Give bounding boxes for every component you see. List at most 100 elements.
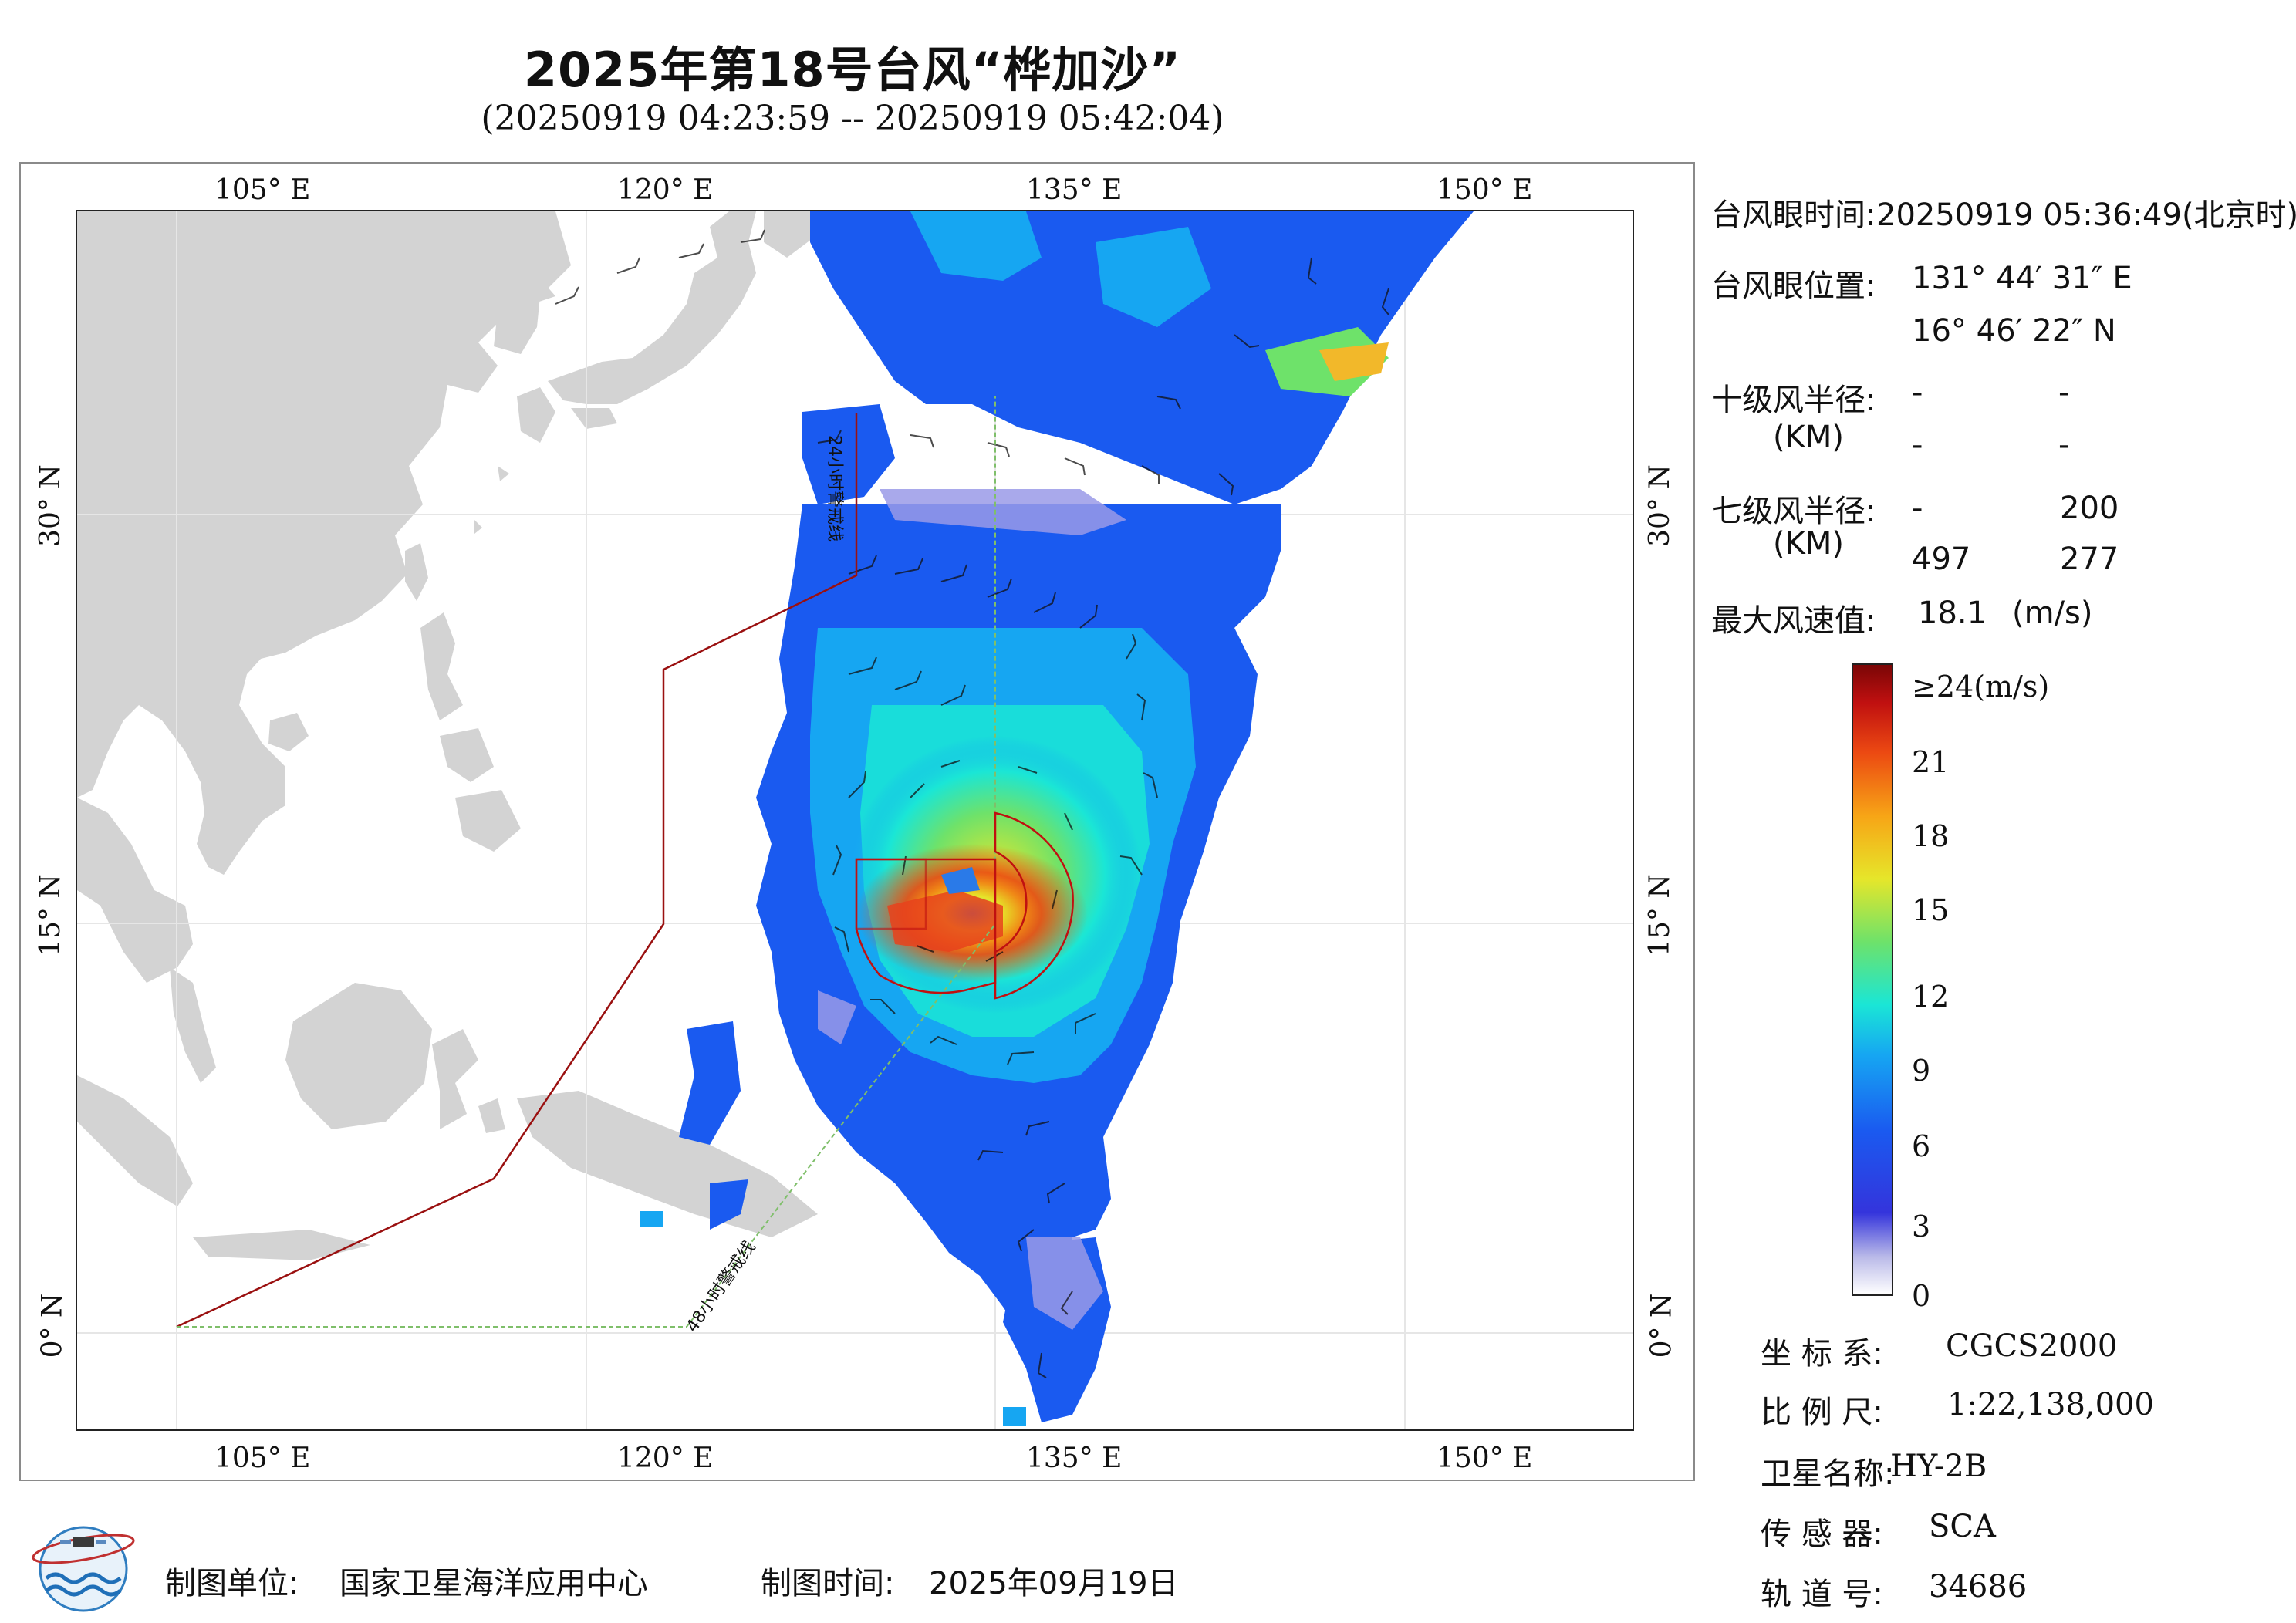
map-svg [77, 211, 1633, 1429]
eye-time-label: 台风眼时间: [1711, 197, 1876, 233]
r7-nw-quadrant [855, 858, 927, 930]
malay-peninsula [170, 967, 216, 1083]
lat-label-left-30: 30° N [34, 464, 66, 547]
swath-north-yellow [1319, 342, 1389, 381]
r10-se: - [2058, 375, 2070, 410]
colorbar-top-label: ≥24(m/s) [1912, 670, 2050, 704]
lon-label-bottom-135: 135° E [1026, 1442, 1123, 1474]
r10-sw: - [1912, 427, 1923, 463]
nsoas-logo [29, 1518, 137, 1618]
orbit-value: 34686 [1929, 1569, 2028, 1604]
wind-barbs [555, 229, 1389, 1378]
swath-sea-patches [679, 1021, 748, 1230]
swath-north-cyan [910, 211, 1211, 327]
wind-speed-colorbar [1852, 663, 1893, 1296]
r10-label: 十级风半径: [1711, 383, 1876, 418]
colorbar-tick-9: 9 [1912, 1054, 1931, 1088]
taiwan-island [405, 543, 428, 601]
swath-north-patches [810, 211, 1474, 504]
orbit-label: 轨 道 号: [1761, 1577, 1883, 1612]
asia-mainland [77, 211, 555, 875]
wind-field-map[interactable]: 24小时警戒线 48小时警戒线 [76, 210, 1634, 1431]
japan-shikoku [571, 408, 617, 429]
r10-unit: (KM) [1773, 420, 1844, 455]
footer: 制图单位: 国家卫星海洋应用中心 制图时间: 2025年09月19日 [0, 1558, 1234, 1612]
r7-sw: 497 [1912, 542, 1971, 577]
colorbar-tick-21: 21 [1912, 745, 1950, 779]
maluku [478, 1098, 505, 1133]
philippines-visayas [440, 728, 494, 782]
ryukyu-islands [474, 466, 509, 534]
colorbar-tick-0: 0 [1912, 1279, 1931, 1313]
production-date-value: 2025年09月19日 [929, 1566, 1179, 1601]
java [193, 1230, 370, 1260]
sumatra [77, 1075, 193, 1206]
sensor-label: 传 感 器: [1761, 1517, 1883, 1552]
swath-korea-strait [802, 404, 895, 504]
scale-value: 1:22,138,000 [1947, 1387, 2154, 1422]
lon-label-top-105: 105° E [214, 174, 311, 206]
storm-red-band [887, 890, 1003, 952]
wind-swath [640, 211, 1474, 1426]
r7-label: 七级风半径: [1711, 494, 1876, 529]
korea-peninsula [494, 211, 571, 354]
warning-line-24h [176, 413, 858, 1328]
lat-label-left-0: 0° N [36, 1293, 69, 1358]
lon-label-bottom-105: 105° E [214, 1442, 311, 1474]
lon-label-bottom-120: 120° E [617, 1442, 714, 1474]
colorbar-tick-3: 3 [1912, 1210, 1931, 1243]
hainan-island [268, 713, 309, 751]
max-wind-unit: (m/s) [2012, 596, 2093, 631]
satellite-label: 卫星名称: [1761, 1456, 1895, 1492]
r7-ne: - [1912, 491, 1923, 526]
borneo [285, 983, 432, 1129]
lon-label-top-150: 150° E [1437, 174, 1533, 206]
r10-ne: - [1912, 375, 1923, 410]
colorbar-tick-12: 12 [1912, 980, 1950, 1014]
lon-label-bottom-150: 150° E [1437, 1442, 1533, 1474]
eye-time-value: 20250919 05:36:49(北京时) [1876, 197, 2296, 233]
r7-sw-quadrant [855, 858, 997, 994]
map-subtitle-time-range: (20250919 04:23:59 -- 20250919 05:42:04) [481, 99, 1224, 138]
japan-kyushu [517, 387, 555, 443]
warning-lines [176, 396, 996, 1328]
philippines-luzon [420, 612, 463, 720]
nsoas-logo-icon [32, 1526, 135, 1612]
eye-latitude: 16° 46′ 22″ N [1912, 313, 2116, 349]
max-wind-value: 18.1 [1918, 596, 1987, 631]
lon-label-top-135: 135° E [1026, 174, 1123, 206]
eye-position-label: 台风眼位置: [1711, 268, 1876, 304]
r7-se: 200 [2060, 491, 2119, 526]
r10-nw: - [2058, 427, 2070, 463]
r7-unit: (KM) [1773, 526, 1844, 562]
lon-label-top-120: 120° E [617, 174, 714, 206]
warning-line-48h [177, 396, 996, 1328]
lat-label-right-30: 30° N [1643, 464, 1676, 547]
producer-label: 制图单位: [165, 1566, 299, 1601]
crs-label: 坐 标 系: [1761, 1336, 1883, 1372]
colorbar-tick-6: 6 [1912, 1129, 1931, 1163]
r7-nw: 277 [2060, 542, 2119, 577]
japan-hokkaido [764, 211, 818, 258]
sulawesi [432, 1029, 478, 1129]
warning-line-24h-label: 24小时警戒线 [825, 435, 844, 542]
scale-label: 比 例 尺: [1761, 1395, 1883, 1430]
producer-value: 国家卫星海洋应用中心 [339, 1566, 648, 1601]
philippines-mindanao [455, 790, 521, 852]
japan-honshu [548, 211, 756, 404]
lat-label-right-15: 15° N [1643, 874, 1676, 957]
satellite-value: HY-2B [1890, 1449, 1987, 1484]
colorbar-tick-18: 18 [1912, 819, 1950, 853]
storm-eye [941, 867, 980, 894]
r7-ne-quadrant [994, 812, 1074, 1000]
crs-value: CGCS2000 [1946, 1328, 2118, 1364]
wind-radius-quadrants [855, 812, 1074, 1000]
sensor-value: SCA [1929, 1509, 1996, 1544]
map-title: 2025年第18号台风“桦加沙” [523, 42, 1182, 98]
production-date-label: 制图时间: [761, 1566, 895, 1601]
max-wind-label: 最大风速值: [1711, 603, 1876, 639]
lat-label-left-15: 15° N [34, 874, 66, 957]
eye-longitude: 131° 44′ 31″ E [1912, 261, 2132, 296]
colorbar-tick-15: 15 [1912, 893, 1950, 927]
lat-label-right-0: 0° N [1646, 1293, 1678, 1358]
